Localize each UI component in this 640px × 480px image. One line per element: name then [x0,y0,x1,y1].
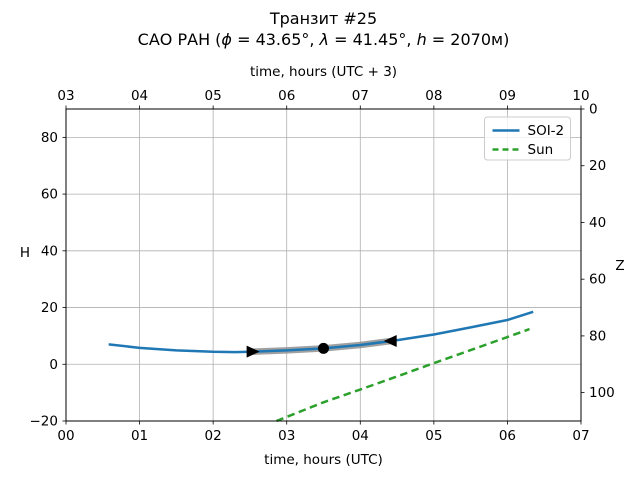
bottom-tick-label: 07 [572,428,589,444]
left-tick-label: 60 [41,187,58,203]
subtitle-part: ϕ [221,30,232,49]
plot-spines [65,108,582,422]
legend: SOI-2 Sun [484,116,571,161]
top-tick-label: 09 [499,88,516,104]
right-tick-label: 20 [589,158,606,174]
bottom-tick-label: 00 [57,428,74,444]
top-tick-label: 10 [572,88,589,104]
chart-subtitle: САО РАН (ϕ = 43.65°, λ = 41.45°, h = 207… [138,30,510,49]
bottom-tick-label: 02 [205,428,222,444]
left-tick-label: 80 [41,130,58,146]
top-tick-label: 03 [57,88,74,104]
subtitle-part: САО РАН ( [138,30,222,49]
right-tick-label: 100 [589,385,615,401]
legend-label-soi-2: SOI-2 [528,123,565,139]
culmination-marker [318,342,329,354]
bottom-tick-label: 05 [425,428,442,444]
left-axis-label: H [20,245,30,261]
sun-line [275,327,530,423]
transit-end-marker [383,335,397,348]
subtitle-part: h [417,30,427,49]
subtitle-part: = 43.65°, [232,30,320,49]
subtitle-part: λ [319,30,329,49]
bottom-tick-label: 01 [131,428,148,444]
top-tick-label: 04 [131,88,148,104]
bottom-tick-label: 06 [499,428,516,444]
soi-2-line [108,310,534,354]
transit-start-marker [246,345,260,358]
axes-layer [62,105,585,425]
right-tick-label: 0 [589,102,598,118]
bottom-axis-label: time, hours (UTC) [264,452,383,468]
legend-label-sun: Sun [528,142,554,158]
bottom-tick-label: 04 [352,428,369,444]
left-tick-label: 20 [41,300,58,316]
subtitle-part: = 41.45°, [329,30,417,49]
right-tick-label: 40 [589,215,606,231]
top-tick-label: 06 [278,88,295,104]
left-tick-label: 0 [49,357,58,373]
top-tick-label: 05 [205,88,222,104]
left-tick-label: −20 [30,414,59,430]
right-tick-label: 60 [589,272,606,288]
subtitle-part: = 2070м) [427,30,510,49]
top-tick-label: 08 [425,88,442,104]
series-layer [108,310,534,423]
bottom-tick-label: 03 [278,428,295,444]
left-tick-label: 40 [41,243,58,259]
right-tick-label: 80 [589,328,606,344]
tick-label-layer: 00 03 01 04 02 05 03 06 04 07 05 08 06 09 07 10 −20 0 20 40… [30,88,615,444]
top-axis-label: time, hours (UTC + 3) [250,64,397,80]
grid-layer [66,109,581,421]
top-tick-label: 07 [352,88,369,104]
right-axis-label: Z [615,258,624,274]
chart-title: Транзит #25 [269,9,377,28]
